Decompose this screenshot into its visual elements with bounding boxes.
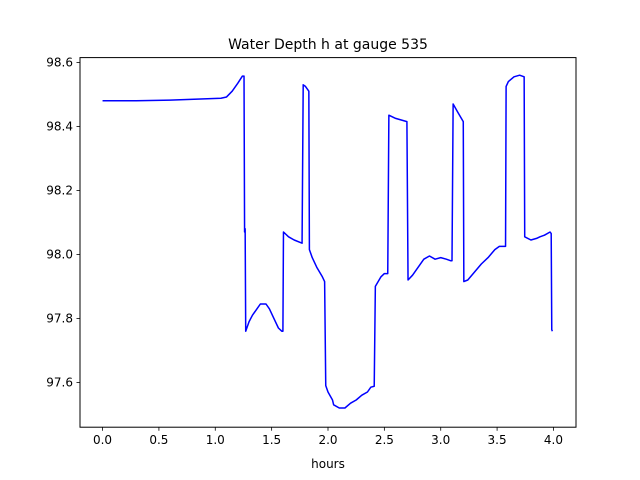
chart-title: Water Depth h at gauge 535 xyxy=(228,37,428,53)
x-tick-label: 2.0 xyxy=(318,433,337,447)
y-tick-label: 97.8 xyxy=(46,312,73,326)
x-tick-label: 1.0 xyxy=(206,433,225,447)
x-tick-label: 4.0 xyxy=(544,433,563,447)
plot-area xyxy=(102,74,554,409)
x-tick-label: 3.5 xyxy=(488,433,507,447)
x-tick-label: 3.0 xyxy=(431,433,450,447)
y-tick-label: 98.2 xyxy=(46,184,73,198)
x-tick-label: 2.5 xyxy=(375,433,394,447)
series-line-0 xyxy=(102,74,554,409)
y-axis: 97.6 97.8 98.0 98.2 98.4 98.6 xyxy=(46,56,80,390)
y-tick-label: 97.6 xyxy=(46,376,73,390)
x-tick-label: 0.0 xyxy=(93,433,112,447)
x-tick-label: 1.5 xyxy=(262,433,281,447)
x-tick-label: 0.5 xyxy=(149,433,168,447)
y-tick-label: 98.0 xyxy=(46,248,73,262)
y-tick-label: 98.6 xyxy=(46,56,73,70)
x-axis-label: hours xyxy=(311,457,345,471)
x-axis: 0.0 0.5 1.0 1.5 2.0 2.5 3.0 3.5 4.0 xyxy=(93,427,563,447)
plot-frame xyxy=(79,57,577,428)
y-tick-label: 98.4 xyxy=(46,120,73,134)
